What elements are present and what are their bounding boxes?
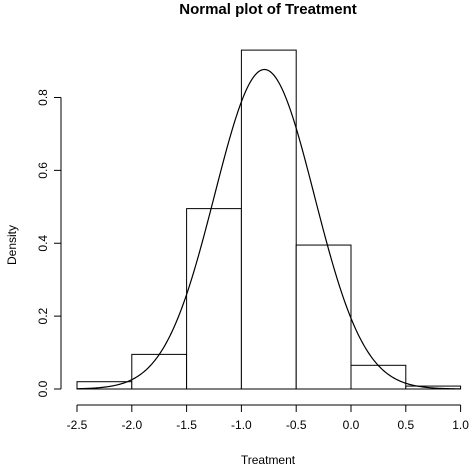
y-tick-label: 0.4 — [36, 235, 50, 252]
normal-density-curve — [76, 68, 461, 390]
y-tick-label: 0.8 — [36, 89, 50, 106]
histogram-bar — [295, 244, 352, 390]
bars-group — [76, 49, 462, 390]
x-tick-label: -2.5 — [67, 418, 88, 432]
x-tick-label: -2.0 — [121, 418, 142, 432]
histogram-bar — [131, 353, 188, 390]
x-tick-label: 1.0 — [452, 418, 469, 432]
histogram-bar — [240, 49, 297, 390]
chart-title: Normal plot of Treatment — [179, 1, 357, 18]
x-tick-label: -1.5 — [176, 418, 197, 432]
curve-group — [76, 68, 461, 390]
y-tick-label: 0.2 — [36, 307, 50, 324]
x-tick-label: -1.0 — [231, 418, 252, 432]
x-axis: -2.5 -2.0 -1.5 -1.0 -0.5 0.0 0.5 1.0 — [67, 404, 469, 432]
y-tick-label: 0.6 — [36, 162, 50, 179]
y-axis-label: Density — [5, 225, 19, 265]
y-axis: 0.0 0.2 0.4 0.6 0.8 — [36, 89, 62, 397]
x-axis-label: Treatment — [241, 453, 296, 467]
x-tick-label: 0.0 — [343, 418, 360, 432]
histogram-bar — [350, 364, 407, 390]
histogram-bar — [186, 208, 242, 390]
y-tick-label: 0.0 — [36, 380, 50, 397]
x-tick-label: -0.5 — [286, 418, 307, 432]
x-tick-label: 0.5 — [397, 418, 414, 432]
